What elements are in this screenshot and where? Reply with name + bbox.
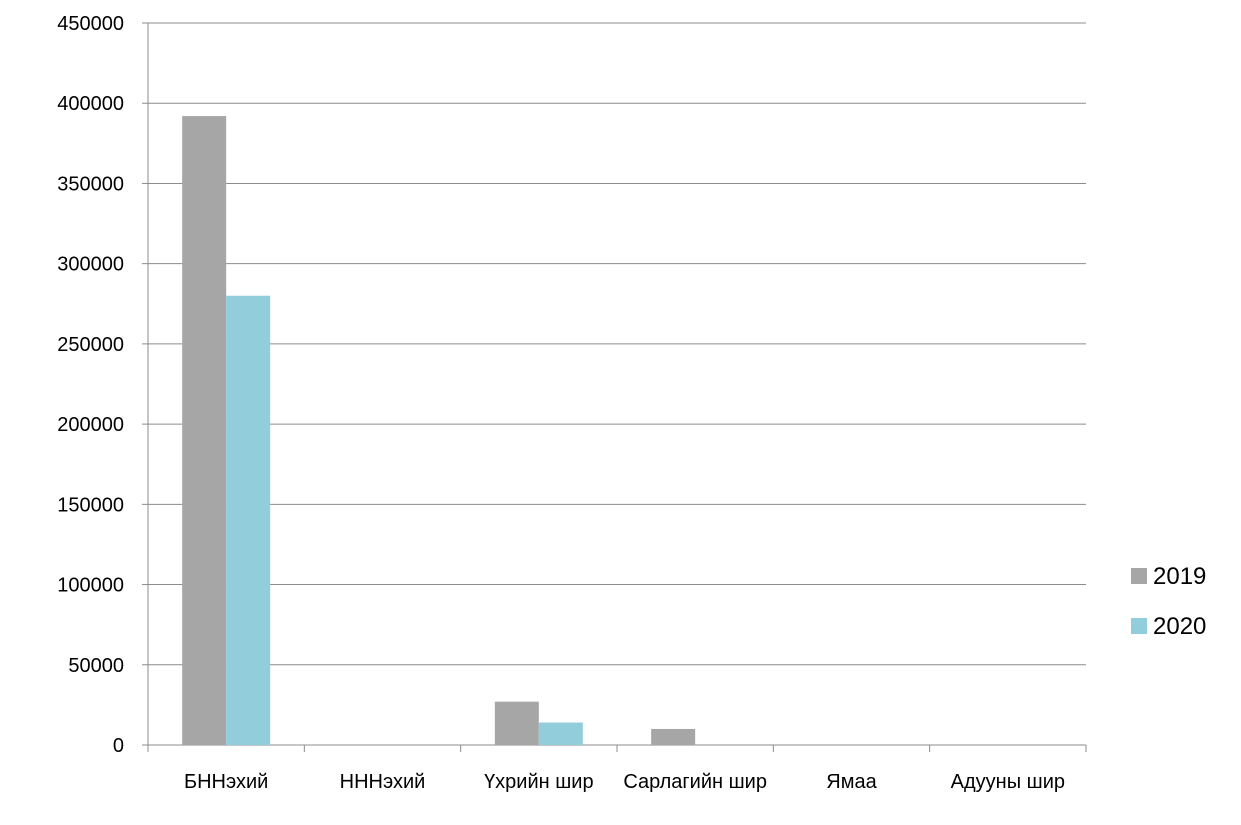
bar-2019-2 bbox=[494, 701, 539, 745]
x-category-label: НННэхий bbox=[340, 771, 426, 793]
x-category-label: Үхрийн шир bbox=[484, 771, 594, 793]
y-tick-label: 250000 bbox=[57, 334, 124, 356]
legend-swatch-2020 bbox=[1131, 618, 1147, 634]
y-tick-label: 100000 bbox=[57, 575, 124, 597]
bar-2019-3 bbox=[651, 728, 696, 745]
y-tick-label: 0 bbox=[113, 735, 124, 757]
bar-2020-2 bbox=[538, 722, 583, 745]
y-tick-label: 300000 bbox=[57, 254, 124, 276]
y-tick-label: 400000 bbox=[57, 93, 124, 115]
x-category-label: Ямаа bbox=[826, 771, 877, 793]
bar-2020-0 bbox=[226, 295, 271, 745]
legend-label-2020: 2020 bbox=[1153, 613, 1206, 640]
legend-label-2019: 2019 bbox=[1153, 563, 1206, 590]
legend-swatch-2019 bbox=[1131, 568, 1147, 584]
bar-2019-0 bbox=[182, 116, 227, 745]
y-tick-label: 200000 bbox=[57, 414, 124, 436]
y-tick-label: 150000 bbox=[57, 494, 124, 516]
y-tick-label: 450000 bbox=[57, 13, 124, 35]
x-category-label: БННэхий bbox=[184, 771, 268, 793]
x-category-label: Сарлагийн шир bbox=[623, 771, 767, 793]
y-tick-label: 350000 bbox=[57, 173, 124, 195]
y-tick-label: 50000 bbox=[68, 655, 124, 677]
x-category-label: Адууны шир bbox=[951, 771, 1065, 793]
